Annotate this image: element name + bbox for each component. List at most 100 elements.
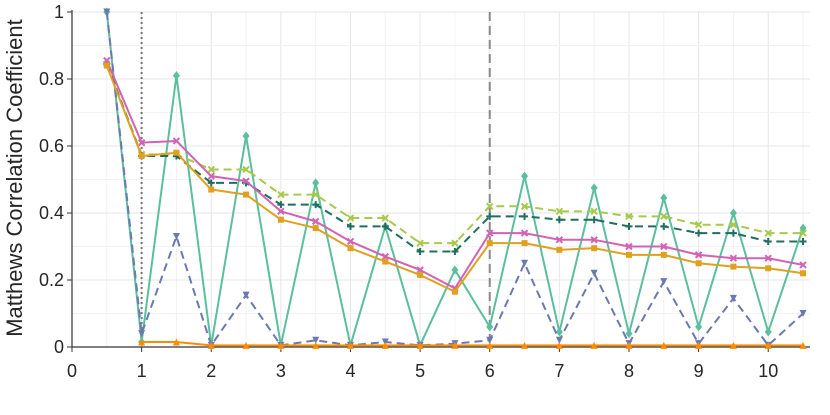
data-point bbox=[486, 341, 494, 349]
x-tick-label: 1 bbox=[137, 361, 147, 381]
x-tick-label: 6 bbox=[485, 361, 495, 381]
data-point bbox=[242, 177, 250, 185]
series-group bbox=[103, 7, 807, 350]
data-point bbox=[137, 138, 146, 147]
data-point bbox=[590, 269, 598, 277]
series-1 bbox=[103, 7, 807, 350]
data-point bbox=[555, 336, 563, 344]
data-point bbox=[346, 341, 354, 349]
data-point bbox=[416, 266, 424, 274]
data-point bbox=[521, 341, 529, 349]
data-point bbox=[242, 291, 250, 299]
data-point bbox=[764, 327, 772, 337]
data-point bbox=[486, 229, 494, 237]
data-point bbox=[451, 288, 458, 295]
data-point bbox=[730, 263, 737, 270]
data-point bbox=[311, 190, 320, 199]
x-tick-label: 8 bbox=[624, 361, 634, 381]
x-tick-label: 2 bbox=[206, 361, 216, 381]
data-point bbox=[242, 341, 250, 349]
data-point bbox=[277, 190, 285, 199]
data-point bbox=[417, 271, 424, 278]
data-point bbox=[312, 201, 320, 209]
data-point bbox=[521, 171, 529, 181]
x-tick-label: 7 bbox=[554, 361, 564, 381]
data-point bbox=[486, 336, 494, 344]
data-point bbox=[312, 225, 319, 232]
data-point bbox=[660, 242, 668, 251]
data-point bbox=[381, 252, 390, 261]
data-point bbox=[799, 310, 807, 317]
data-point bbox=[660, 212, 668, 221]
data-point bbox=[590, 207, 598, 216]
data-point bbox=[416, 248, 424, 256]
data-point bbox=[660, 222, 668, 230]
data-point bbox=[172, 338, 180, 346]
data-point bbox=[590, 341, 598, 349]
data-point bbox=[382, 258, 389, 265]
data-point bbox=[764, 341, 772, 349]
data-point bbox=[625, 251, 632, 258]
data-point bbox=[729, 208, 737, 218]
data-point bbox=[521, 240, 528, 247]
series-7-line bbox=[141, 340, 804, 347]
data-point bbox=[277, 207, 285, 216]
data-point bbox=[347, 245, 354, 252]
data-point bbox=[764, 237, 772, 245]
data-point bbox=[695, 229, 703, 237]
data-point bbox=[208, 186, 215, 193]
data-point bbox=[625, 329, 633, 339]
data-point bbox=[520, 229, 529, 237]
data-point bbox=[172, 71, 180, 81]
x-tick-label: 4 bbox=[345, 361, 355, 381]
data-point bbox=[660, 341, 668, 349]
y-tick-label: 1 bbox=[54, 2, 64, 22]
data-point bbox=[694, 221, 703, 229]
data-point bbox=[625, 341, 633, 349]
data-point bbox=[799, 237, 807, 245]
data-point bbox=[729, 229, 737, 237]
y-tick-label: 0 bbox=[54, 337, 64, 357]
data-point bbox=[172, 232, 180, 240]
data-point bbox=[800, 270, 807, 277]
data-point bbox=[486, 240, 493, 247]
data-point bbox=[416, 341, 424, 349]
data-point bbox=[486, 212, 494, 220]
data-point bbox=[695, 341, 703, 349]
data-point bbox=[555, 207, 564, 216]
data-point bbox=[765, 265, 772, 272]
x-tick-label: 5 bbox=[415, 361, 425, 381]
x-tick-label: 10 bbox=[758, 361, 778, 381]
data-point bbox=[312, 336, 320, 344]
reference-lines bbox=[140, 12, 491, 347]
data-point bbox=[660, 278, 668, 286]
data-point bbox=[277, 341, 285, 349]
data-point bbox=[312, 178, 320, 188]
data-point bbox=[138, 153, 145, 160]
data-point bbox=[381, 214, 390, 222]
data-point bbox=[590, 216, 598, 224]
data-point bbox=[764, 254, 772, 262]
data-point bbox=[207, 341, 215, 349]
data-point bbox=[277, 201, 285, 209]
data-point bbox=[555, 236, 564, 244]
data-point bbox=[591, 245, 598, 252]
data-point bbox=[346, 237, 355, 246]
data-point bbox=[486, 322, 494, 332]
data-point bbox=[451, 265, 459, 275]
data-point bbox=[625, 222, 633, 230]
data-point bbox=[381, 341, 389, 349]
data-point bbox=[729, 341, 737, 349]
data-point bbox=[729, 294, 737, 302]
data-point bbox=[555, 341, 563, 349]
data-point bbox=[625, 212, 633, 221]
data-point bbox=[103, 62, 110, 69]
y-tick-label: 0.6 bbox=[39, 136, 64, 156]
y-tick-label: 0.2 bbox=[39, 270, 64, 290]
data-point bbox=[312, 341, 320, 349]
series-7 bbox=[138, 338, 807, 349]
data-point bbox=[799, 341, 807, 349]
data-point bbox=[103, 8, 111, 16]
y-tick-label: 0.4 bbox=[39, 203, 64, 223]
